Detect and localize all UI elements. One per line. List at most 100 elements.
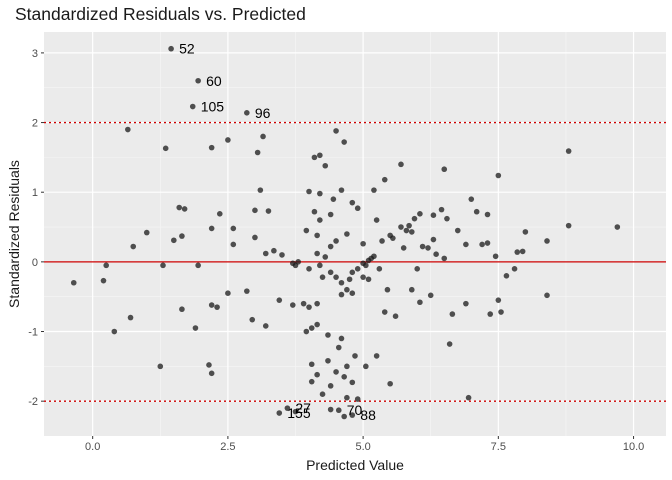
data-point [417, 299, 423, 306]
x-axis-title: Predicted Value [306, 457, 404, 473]
data-point [189, 103, 196, 110]
plot-panel [44, 32, 666, 436]
data-point [327, 383, 334, 389]
y-tick-label: 0 [32, 257, 38, 269]
data-point [430, 236, 437, 243]
data-point [441, 255, 448, 262]
data-point [308, 361, 315, 368]
data-point [254, 149, 261, 156]
data-point [244, 110, 250, 116]
data-point [373, 353, 380, 359]
data-point [317, 190, 323, 197]
data-point [330, 196, 337, 202]
data-point [514, 249, 521, 255]
data-point [195, 77, 201, 84]
data-point [492, 253, 499, 260]
data-point [192, 325, 199, 331]
data-point [341, 139, 347, 145]
x-tick-label: 5.0 [355, 441, 370, 453]
data-point [317, 262, 323, 269]
data-point [225, 137, 231, 143]
data-point [208, 144, 215, 151]
data-point [303, 328, 310, 335]
data-point [208, 370, 215, 377]
data-point [519, 248, 526, 255]
data-point [398, 224, 404, 230]
point-label: 155 [287, 405, 311, 421]
data-point [363, 363, 369, 370]
data-point [371, 253, 377, 260]
data-point [365, 276, 372, 283]
reference-lines [44, 121, 666, 402]
data-point [349, 269, 356, 276]
data-point [111, 328, 118, 335]
data-point [322, 162, 329, 169]
data-point [311, 154, 318, 161]
x-tick-label: 2.5 [220, 441, 235, 453]
data-point [341, 373, 347, 380]
data-point [425, 245, 431, 251]
data-point [143, 229, 150, 236]
data-point [544, 238, 550, 244]
data-point [463, 300, 469, 307]
data-point [314, 250, 320, 257]
data-point [441, 166, 448, 173]
data-point [354, 396, 361, 402]
data-point [290, 302, 296, 308]
y-tick-label: 1 [32, 187, 38, 199]
data-point [103, 262, 109, 269]
data-point [303, 227, 310, 234]
data-point [327, 406, 334, 413]
data-point [244, 288, 250, 294]
y-tick-label: -2 [28, 396, 38, 408]
data-point [333, 369, 339, 375]
data-point [216, 211, 223, 217]
data-point [446, 341, 453, 347]
data-point [544, 292, 550, 299]
data-point [511, 266, 518, 272]
data-point [314, 371, 320, 378]
data-point [181, 206, 188, 212]
point-label: 60 [206, 73, 222, 89]
point-label: 27 [295, 400, 311, 416]
data-point [522, 229, 529, 235]
data-point [414, 266, 421, 272]
data-point [214, 304, 220, 310]
data-point [295, 259, 302, 265]
data-point [419, 243, 426, 250]
data-point [300, 300, 307, 307]
data-point [292, 408, 299, 415]
data-point [379, 238, 385, 244]
data-point [314, 321, 320, 328]
data-point [465, 394, 472, 401]
data-point [403, 227, 410, 234]
data-point [208, 225, 215, 232]
data-point [360, 274, 366, 280]
data-point [454, 227, 461, 234]
data-point [384, 286, 391, 293]
data-point [157, 363, 164, 370]
data-point [484, 211, 491, 218]
data-point [338, 279, 345, 286]
data-point [408, 286, 415, 293]
data-point [335, 407, 342, 414]
data-point [284, 405, 291, 411]
x-tick-label: 7.5 [491, 441, 506, 453]
data-point [398, 161, 404, 168]
data-point [176, 204, 183, 211]
minor-gridlines [44, 32, 666, 436]
data-point [344, 394, 350, 401]
data-point [327, 211, 334, 218]
data-point [354, 205, 361, 212]
y-tick-label: -1 [28, 327, 38, 339]
data-point [260, 133, 266, 140]
data-point [338, 187, 345, 193]
y-axis-title: Standardized Residuals [6, 160, 22, 308]
data-point [162, 145, 169, 152]
data-point [317, 217, 323, 223]
data-point [276, 410, 283, 416]
data-point [314, 232, 320, 239]
data-point [479, 241, 485, 248]
data-point [463, 241, 469, 248]
data-point [473, 208, 480, 215]
